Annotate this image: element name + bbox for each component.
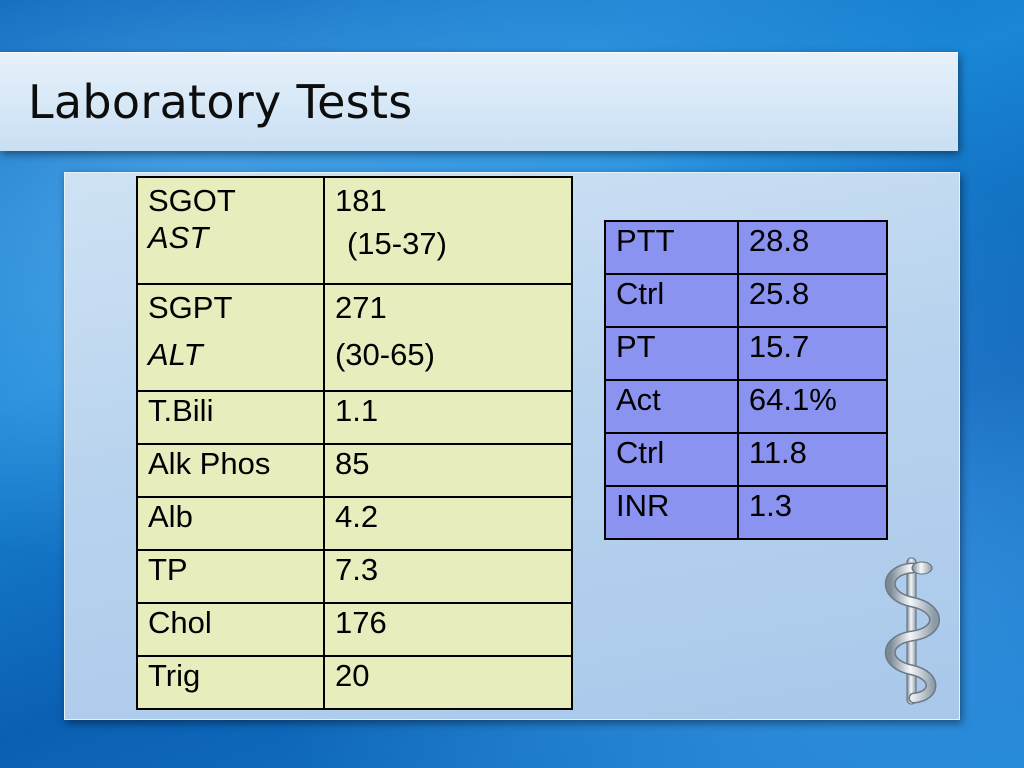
test-name: Ctrl [604, 273, 739, 328]
test-name: INR [604, 485, 739, 540]
test-value: 1.3 [736, 485, 889, 540]
test-value: 85 [322, 443, 574, 498]
test-name: Ctrl [604, 432, 739, 487]
caduceus-icon [884, 557, 940, 705]
test-name: TP [136, 549, 325, 604]
test-name: T.Bili [136, 390, 325, 445]
test-name: Chol [136, 602, 325, 657]
test-value: 25.8 [736, 273, 889, 328]
title-bar: Laboratory Tests [0, 52, 958, 151]
test-name: PTT [604, 220, 739, 275]
test-value: 181 [334, 183, 387, 218]
test-value: 7.3 [322, 549, 574, 604]
test-name: PT [604, 326, 739, 381]
test-value: 4.2 [322, 496, 574, 551]
test-value: 64.1% [736, 379, 889, 434]
table-row: T.Bili 1.1 [136, 390, 574, 445]
table-row: Chol 176 [136, 602, 574, 657]
table-row: TP 7.3 [136, 549, 574, 604]
test-value: 15.7 [736, 326, 889, 381]
table-row: Act 64.1% [604, 379, 889, 434]
table-row: Alb 4.2 [136, 496, 574, 551]
test-name: SGOT [148, 183, 236, 218]
test-alias: AST [148, 220, 209, 256]
table-row: SGPT ALT 271 (30-65) [136, 283, 574, 392]
test-value: 11.8 [736, 432, 889, 487]
table-row: PT 15.7 [604, 326, 889, 381]
test-name: SGPT [148, 290, 233, 325]
liver-panel-table: SGOT AST 181 (15-37) SGPT ALT 271 (30-65… [136, 176, 574, 710]
table-row: PTT 28.8 [604, 220, 889, 275]
test-value: 176 [322, 602, 574, 657]
test-value-cell: 271 (30-65) [322, 283, 574, 392]
test-value: 28.8 [736, 220, 889, 275]
test-name: Alb [136, 496, 325, 551]
slide-title: Laboratory Tests [28, 75, 413, 129]
test-name-cell: SGPT ALT [136, 283, 325, 392]
test-value: 20 [322, 655, 574, 710]
reference-range: (15-37) [346, 226, 447, 262]
table-row: Ctrl 25.8 [604, 273, 889, 328]
test-name: Alk Phos [136, 443, 325, 498]
test-name-cell: SGOT AST [136, 176, 325, 285]
coagulation-panel-table: PTT 28.8 Ctrl 25.8 PT 15.7 Act 64.1% Ctr… [604, 220, 889, 540]
table-row: Trig 20 [136, 655, 574, 710]
table-row: Ctrl 11.8 [604, 432, 889, 487]
test-alias: ALT [148, 337, 203, 373]
table-row: Alk Phos 85 [136, 443, 574, 498]
test-value-cell: 181 (15-37) [322, 176, 574, 285]
reference-range: (30-65) [334, 337, 435, 373]
test-name: Act [604, 379, 739, 434]
test-name: Trig [136, 655, 325, 710]
test-value: 1.1 [322, 390, 574, 445]
table-row: INR 1.3 [604, 485, 889, 540]
test-value: 271 [334, 290, 387, 325]
table-row: SGOT AST 181 (15-37) [136, 176, 574, 285]
